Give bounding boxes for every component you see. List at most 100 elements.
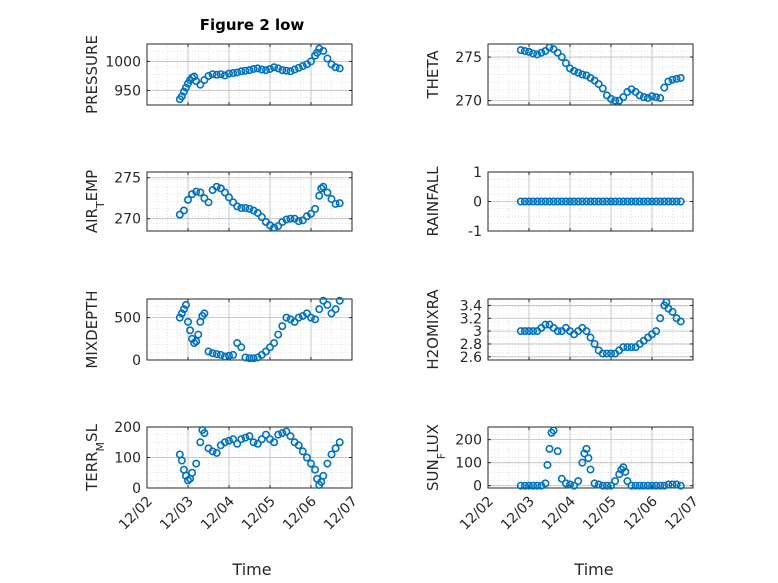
data-point — [245, 354, 254, 363]
data-point — [668, 197, 677, 206]
data-point — [553, 48, 562, 57]
data-point — [200, 429, 209, 438]
data-point — [598, 84, 607, 93]
data-point — [561, 59, 570, 68]
data-point — [327, 309, 336, 318]
data-point — [253, 208, 262, 217]
data-points — [516, 197, 685, 206]
data-point — [574, 477, 583, 486]
data-point — [196, 438, 205, 447]
data-point — [643, 481, 652, 490]
data-point — [298, 216, 307, 225]
data-point — [580, 449, 589, 458]
y-tick-label: 270 — [455, 94, 482, 110]
data-point — [647, 92, 656, 101]
data-point — [331, 63, 340, 72]
data-point — [524, 481, 533, 490]
data-point — [237, 204, 246, 213]
data-point — [208, 447, 217, 456]
y-tick-label: 275 — [455, 50, 482, 66]
data-point — [200, 76, 209, 85]
data-point — [261, 347, 270, 356]
data-point — [656, 481, 665, 490]
data-point — [290, 65, 299, 74]
data-point — [331, 444, 340, 453]
data-point — [181, 83, 190, 92]
y-tick-label: 275 — [114, 171, 141, 187]
data-point — [270, 438, 279, 447]
data-point — [652, 93, 661, 102]
data-point — [282, 427, 291, 436]
y-tick-label: 0 — [132, 353, 141, 369]
data-point — [265, 64, 274, 73]
data-point — [520, 327, 529, 336]
data-point — [204, 71, 213, 80]
data-point — [257, 435, 266, 444]
axes-box — [487, 426, 694, 489]
data-point — [241, 433, 250, 442]
x-tick-label: 12/03 — [498, 494, 538, 534]
data-point — [192, 187, 201, 196]
data-point — [319, 182, 328, 191]
data-point — [220, 352, 229, 361]
data-point — [179, 206, 188, 215]
data-point — [529, 49, 538, 58]
data-point — [177, 309, 186, 318]
x-tick-label: 12/05 — [580, 494, 620, 534]
data-point — [598, 197, 607, 206]
data-point — [594, 480, 603, 489]
data-point — [561, 479, 570, 488]
data-point — [570, 197, 579, 206]
y-tick-label: 200 — [455, 433, 482, 449]
data-point — [335, 199, 344, 208]
data-point — [323, 188, 332, 197]
data-point — [261, 430, 270, 439]
data-point — [229, 435, 238, 444]
y-axis-label: THETA — [424, 50, 442, 100]
x-tick-label: 12/02 — [116, 494, 156, 534]
x-tick-label: 12/07 — [321, 494, 361, 534]
y-tick-label: 200 — [114, 420, 141, 436]
data-point — [541, 197, 550, 206]
y-axis-label: TERRMSL — [83, 423, 107, 492]
data-point — [639, 197, 648, 206]
y-tick-label: 1 — [473, 165, 482, 181]
data-point — [331, 199, 340, 208]
data-point — [660, 83, 669, 92]
data-point — [208, 70, 217, 79]
data-point — [619, 93, 628, 102]
data-point — [537, 197, 546, 206]
data-point — [643, 197, 652, 206]
y-axis-label: RAINFALL — [424, 166, 442, 237]
data-point — [656, 197, 665, 206]
data-point — [619, 197, 628, 206]
data-point — [327, 450, 336, 459]
data-point — [249, 354, 258, 363]
data-point — [545, 444, 554, 453]
data-point — [204, 198, 213, 207]
data-point — [179, 305, 188, 314]
data-point — [602, 197, 611, 206]
minor-grid — [487, 426, 694, 489]
y-tick-label: 3.4 — [460, 298, 482, 314]
data-point — [594, 80, 603, 89]
data-point — [639, 481, 648, 490]
data-point — [286, 67, 295, 76]
data-points — [175, 296, 344, 363]
y-tick-label: 3.2 — [460, 311, 482, 327]
subplot-4: -1 0 1 RAINFALL — [424, 165, 694, 240]
figure-title: Figure 2 low — [200, 16, 305, 34]
data-point — [545, 197, 554, 206]
data-point — [520, 197, 529, 206]
data-point — [204, 347, 213, 356]
data-point — [245, 204, 254, 213]
data-point — [635, 91, 644, 100]
data-point — [582, 327, 591, 336]
data-point — [184, 195, 193, 204]
data-point — [249, 438, 258, 447]
data-point — [237, 67, 246, 76]
data-point — [611, 197, 620, 206]
data-point — [672, 74, 681, 83]
